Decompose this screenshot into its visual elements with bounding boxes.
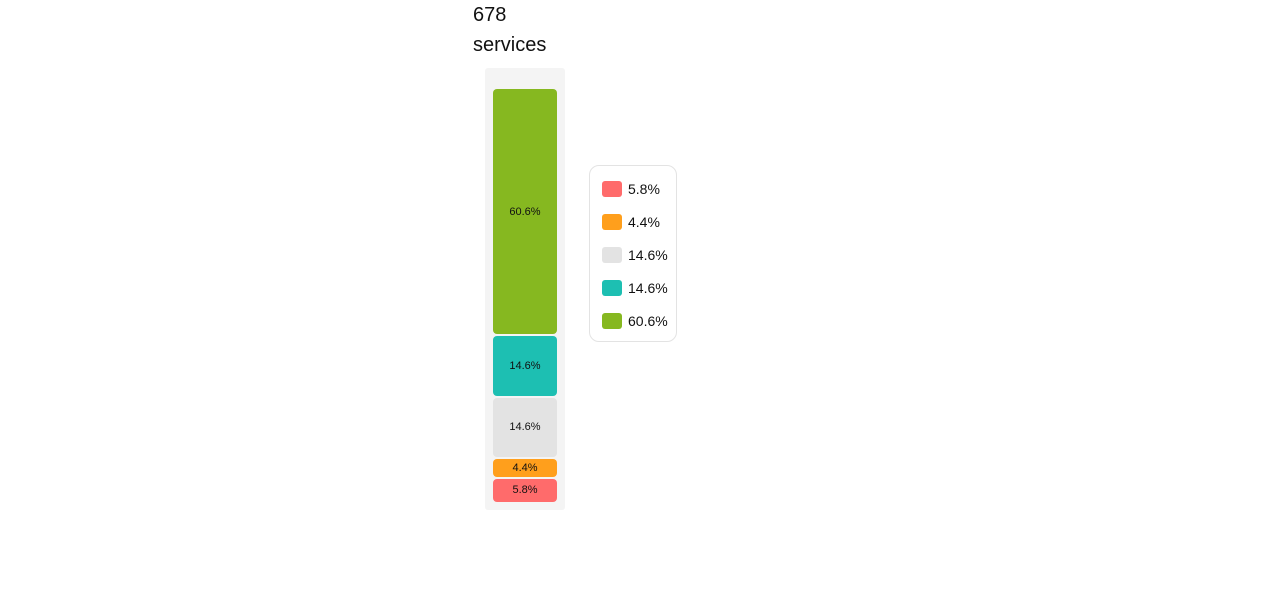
legend-swatch [602, 280, 622, 296]
bar-segment[interactable]: 14.6% [493, 397, 557, 457]
legend-item[interactable]: 14.6% [602, 246, 668, 264]
segment-label: 5.8% [512, 484, 538, 497]
legend-label: 4.4% [628, 214, 660, 230]
bar-segment[interactable]: 4.4% [493, 458, 557, 477]
legend-item[interactable]: 60.6% [602, 312, 668, 330]
service-count: 678 [473, 4, 507, 26]
legend-item[interactable]: 4.4% [602, 213, 660, 231]
bar-segment[interactable]: 14.6% [493, 336, 557, 396]
legend-item[interactable]: 14.6% [602, 279, 668, 297]
legend-swatch [602, 181, 622, 197]
stacked-bar-panel: 5.8% 4.4% 14.6% 14.6% 60.6% [485, 68, 565, 510]
chart-title: 678 services [473, 0, 546, 60]
segment-label: 4.4% [512, 461, 538, 474]
legend-label: 14.6% [628, 280, 668, 296]
legend-label: 14.6% [628, 247, 668, 263]
legend-label: 5.8% [628, 181, 660, 197]
bar-segment[interactable]: 5.8% [493, 478, 557, 502]
legend-swatch [602, 247, 622, 263]
legend-item[interactable]: 5.8% [602, 180, 660, 198]
segment-label: 60.6% [509, 205, 541, 218]
legend-swatch [602, 214, 622, 230]
service-unit: services [473, 34, 547, 56]
segment-label: 14.6% [509, 359, 541, 372]
segment-label: 14.6% [509, 421, 541, 434]
bar-segment[interactable]: 60.6% [493, 89, 557, 335]
legend-label: 60.6% [628, 313, 668, 329]
legend-swatch [602, 313, 622, 329]
stacked-bar: 5.8% 4.4% 14.6% 14.6% 60.6% [493, 89, 557, 502]
chart-legend: 5.8% 4.4% 14.6% 14.6% 60.6% [589, 165, 677, 342]
